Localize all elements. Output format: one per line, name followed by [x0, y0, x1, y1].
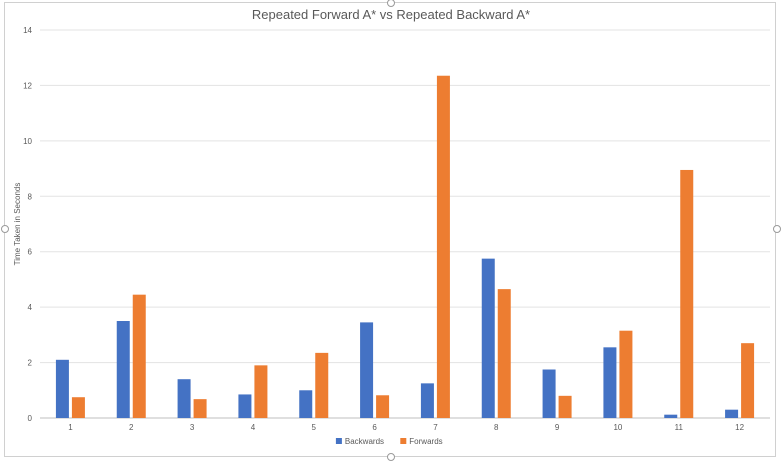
y-tick-label: 10 [23, 137, 32, 146]
chart-frame[interactable] [4, 2, 776, 457]
legend-swatch-forwards [400, 438, 407, 444]
legend-label-backwards: Backwards [345, 437, 384, 446]
y-tick-label: 8 [28, 192, 33, 201]
x-tick-label: 6 [372, 423, 377, 432]
x-tick-label: 11 [675, 423, 684, 432]
gridlines [40, 29, 770, 419]
bar-backwards-9 [542, 369, 556, 418]
x-tick-label: 1 [68, 423, 73, 432]
y-axis-label: Time Taken in Seconds [13, 183, 22, 266]
x-axis-ticks: 1 2 3 4 5 6 7 8 9 10 11 12 [68, 423, 744, 432]
bar-forwards-3 [193, 399, 207, 418]
chart-title: Repeated Forward A* vs Repeated Backward… [252, 7, 530, 22]
resize-handle-left[interactable] [1, 225, 9, 233]
bar-forwards-10 [619, 330, 633, 418]
bar-backwards-3 [177, 379, 191, 418]
x-tick-label: 12 [735, 423, 744, 432]
bar-forwards-8 [497, 289, 511, 418]
y-tick-label: 14 [23, 26, 32, 35]
bar-forwards-12 [741, 343, 755, 418]
y-tick-label: 12 [23, 81, 32, 90]
bar-forwards-1 [71, 397, 85, 418]
bar-backwards-6 [360, 322, 374, 418]
bar-backwards-11 [664, 414, 678, 418]
resize-handle-right[interactable] [773, 225, 781, 233]
bar-forwards-9 [558, 395, 572, 418]
bar-forwards-2 [132, 294, 146, 418]
bar-forwards-7 [436, 75, 450, 418]
x-tick-label: 10 [613, 423, 622, 432]
bar-forwards-6 [376, 395, 390, 418]
bar-backwards-4 [238, 394, 252, 418]
legend-swatch-backwards [335, 438, 342, 444]
bar-backwards-8 [481, 258, 495, 418]
x-tick-label: 9 [555, 423, 560, 432]
y-tick-label: 6 [28, 248, 33, 257]
x-tick-label: 7 [433, 423, 438, 432]
bar-backwards-1 [55, 359, 69, 418]
bar-backwards-7 [420, 383, 434, 418]
x-tick-label: 3 [190, 423, 195, 432]
bar-backwards-10 [603, 347, 617, 418]
bar-forwards-4 [254, 365, 268, 418]
x-tick-label: 8 [494, 423, 499, 432]
bar-backwards-12 [725, 409, 739, 418]
x-tick-label: 4 [251, 423, 256, 432]
x-tick-label: 2 [129, 423, 134, 432]
y-tick-label: 2 [28, 359, 33, 368]
bars [55, 75, 755, 418]
bar-forwards-11 [680, 169, 694, 418]
x-tick-label: 5 [312, 423, 317, 432]
y-axis-ticks: 0 2 4 6 8 10 12 14 [23, 26, 32, 423]
y-tick-label: 4 [28, 303, 33, 312]
legend-label-forwards: Forwards [409, 437, 442, 446]
bar-backwards-5 [299, 390, 313, 418]
bar-backwards-2 [116, 321, 130, 418]
legend: Backwards Forwards [335, 437, 443, 446]
y-tick-label: 0 [28, 414, 33, 423]
resize-handle-top[interactable] [387, 0, 395, 7]
bar-forwards-5 [315, 352, 329, 418]
